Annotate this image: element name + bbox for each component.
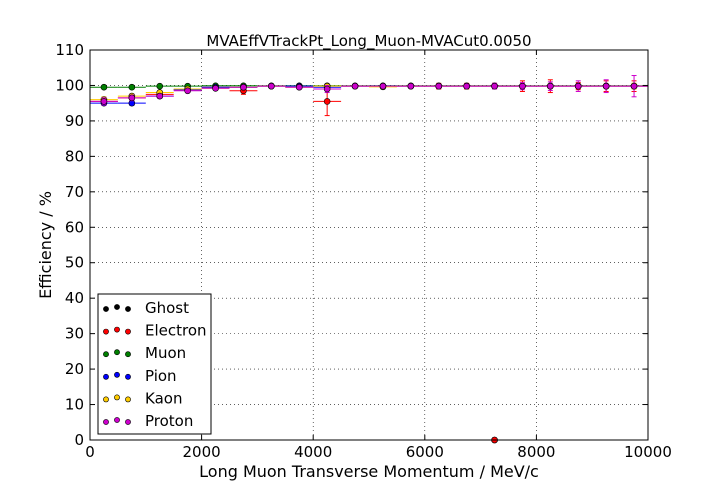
legend-marker-proton bbox=[103, 419, 109, 425]
x-tick-label: 2000 bbox=[183, 443, 221, 461]
x-tick-label: 0 bbox=[85, 443, 95, 461]
proton-point bbox=[463, 82, 470, 90]
electron-point bbox=[323, 98, 331, 105]
proton-point bbox=[128, 94, 136, 102]
muon-point bbox=[128, 83, 136, 91]
proton-point bbox=[519, 82, 526, 90]
proton-point bbox=[212, 84, 219, 92]
x-tick-label: 6000 bbox=[406, 443, 444, 461]
legend-marker-kaon bbox=[103, 396, 109, 403]
y-tick-label: 90 bbox=[65, 112, 84, 130]
x-tick-label: 10000 bbox=[624, 443, 672, 461]
proton-point bbox=[184, 87, 191, 95]
legend-marker-muon bbox=[103, 351, 109, 358]
proton-point bbox=[323, 85, 331, 93]
chart-title: MVAEffVTrackPt_Long_Muon-MVACut0.0050 bbox=[206, 32, 531, 51]
muon-point bbox=[156, 82, 164, 90]
y-tick-label: 40 bbox=[65, 289, 84, 307]
y-tick-label: 10 bbox=[65, 396, 84, 414]
proton-point bbox=[268, 82, 275, 90]
legend-marker-muon bbox=[114, 349, 120, 356]
legend-box bbox=[97, 293, 212, 435]
proton-point bbox=[491, 82, 498, 90]
y-tick-label: 60 bbox=[65, 218, 84, 236]
proton-point bbox=[351, 82, 359, 90]
y-tick-label: 0 bbox=[74, 431, 84, 449]
proton-point bbox=[547, 82, 554, 90]
legend-marker-kaon bbox=[114, 394, 120, 401]
x-tick-label: 8000 bbox=[517, 443, 555, 461]
data-layer bbox=[90, 75, 648, 444]
y-tick-label: 80 bbox=[65, 147, 84, 165]
legend-marker-pion bbox=[114, 371, 120, 378]
legend-marker-proton bbox=[114, 417, 120, 423]
proton-point bbox=[574, 82, 582, 90]
legend-label-ghost: Ghost bbox=[145, 299, 189, 317]
proton-point bbox=[156, 92, 164, 100]
proton-point bbox=[630, 82, 638, 90]
legend-marker-electron bbox=[103, 328, 109, 335]
proton-point bbox=[295, 83, 303, 91]
legend-label-muon: Muon bbox=[145, 344, 186, 362]
proton-point bbox=[407, 82, 415, 90]
legend-marker-pion bbox=[103, 373, 109, 380]
legend-label-proton: Proton bbox=[145, 412, 193, 430]
y-axis-title: Efficiency / % bbox=[36, 191, 55, 299]
legend-label-kaon: Kaon bbox=[145, 389, 182, 407]
legend: Ghost Electron Muon Pion Kaon Proton bbox=[97, 293, 212, 435]
proton-point bbox=[435, 82, 443, 90]
legend-marker-ghost bbox=[114, 304, 120, 310]
legend-marker-electron bbox=[125, 328, 131, 335]
legend-marker-electron bbox=[114, 326, 120, 333]
x-axis-title: Long Muon Transverse Momentum / MeV/c bbox=[199, 462, 539, 481]
axes-layer: 0 2000 4000 6000 8000 10000 0 10 20 30 40 50 60 70 80 9… bbox=[55, 41, 672, 461]
y-tick-label: 100 bbox=[55, 76, 84, 94]
muon-point bbox=[100, 83, 108, 91]
y-tick-label: 20 bbox=[65, 360, 84, 378]
x-tick-label: 4000 bbox=[294, 443, 332, 461]
legend-marker-proton bbox=[125, 419, 131, 425]
y-tick-label: 70 bbox=[65, 183, 84, 201]
proton-point bbox=[240, 83, 247, 91]
legend-label-electron: Electron bbox=[145, 322, 207, 340]
y-tick-label: 110 bbox=[55, 41, 84, 59]
legend-marker-ghost bbox=[103, 306, 109, 312]
proton-point bbox=[100, 98, 108, 105]
series-proton bbox=[90, 75, 648, 106]
legend-marker-pion bbox=[125, 373, 131, 380]
legend-marker-kaon bbox=[125, 396, 131, 403]
proton-point bbox=[602, 82, 610, 90]
legend-marker-muon bbox=[125, 351, 131, 358]
legend-marker-ghost bbox=[125, 306, 131, 312]
y-tick-label: 30 bbox=[65, 325, 84, 343]
y-tick-label: 50 bbox=[65, 254, 84, 272]
proton-point bbox=[379, 82, 387, 90]
legend-label-pion: Pion bbox=[145, 367, 177, 385]
plot-frame bbox=[89, 49, 649, 441]
